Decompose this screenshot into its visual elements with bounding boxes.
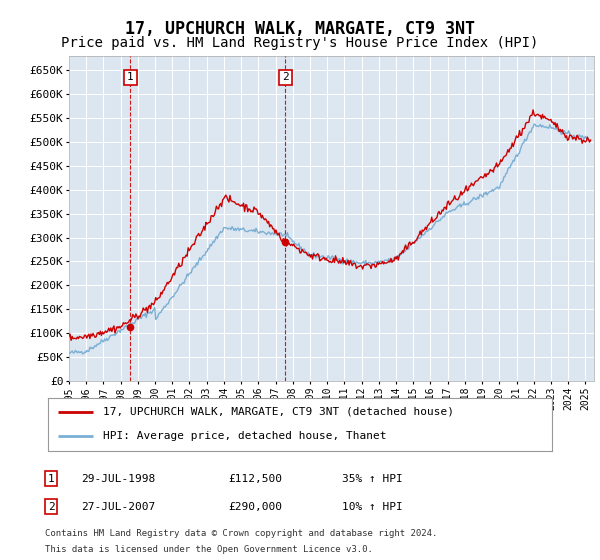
- Text: 27-JUL-2007: 27-JUL-2007: [81, 502, 155, 512]
- Text: HPI: Average price, detached house, Thanet: HPI: Average price, detached house, Than…: [103, 431, 387, 441]
- Text: £290,000: £290,000: [228, 502, 282, 512]
- Text: 10% ↑ HPI: 10% ↑ HPI: [342, 502, 403, 512]
- Text: Contains HM Land Registry data © Crown copyright and database right 2024.: Contains HM Land Registry data © Crown c…: [45, 529, 437, 538]
- Text: This data is licensed under the Open Government Licence v3.0.: This data is licensed under the Open Gov…: [45, 545, 373, 554]
- Text: Price paid vs. HM Land Registry's House Price Index (HPI): Price paid vs. HM Land Registry's House …: [61, 36, 539, 50]
- Text: 1: 1: [127, 72, 134, 82]
- Text: £112,500: £112,500: [228, 474, 282, 484]
- Text: 2: 2: [282, 72, 289, 82]
- Text: 2: 2: [47, 502, 55, 512]
- Text: 35% ↑ HPI: 35% ↑ HPI: [342, 474, 403, 484]
- Text: 1: 1: [47, 474, 55, 484]
- Text: 29-JUL-1998: 29-JUL-1998: [81, 474, 155, 484]
- Text: 17, UPCHURCH WALK, MARGATE, CT9 3NT (detached house): 17, UPCHURCH WALK, MARGATE, CT9 3NT (det…: [103, 407, 454, 417]
- Text: 17, UPCHURCH WALK, MARGATE, CT9 3NT: 17, UPCHURCH WALK, MARGATE, CT9 3NT: [125, 20, 475, 38]
